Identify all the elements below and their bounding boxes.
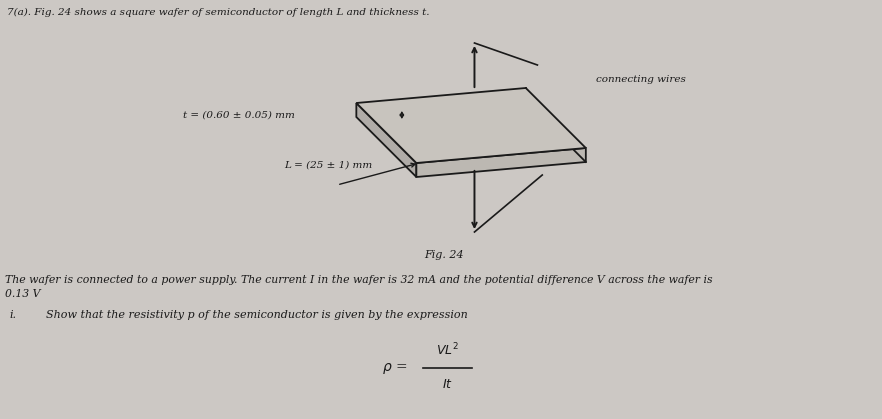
Text: $\rho$ =: $\rho$ =	[382, 360, 407, 375]
Text: $VL^2$: $VL^2$	[436, 341, 459, 358]
Text: L = (25 ± 1) mm: L = (25 ± 1) mm	[284, 160, 372, 170]
Text: Fig. 24: Fig. 24	[424, 250, 464, 260]
Text: 7(a). Fig. 24 shows a square wafer of semiconductor of length L and thickness t.: 7(a). Fig. 24 shows a square wafer of se…	[7, 8, 430, 17]
Text: t = (0.60 ± 0.05) mm: t = (0.60 ± 0.05) mm	[183, 111, 295, 119]
Polygon shape	[356, 88, 586, 163]
Text: 0.13 V: 0.13 V	[4, 289, 41, 299]
Text: connecting wires: connecting wires	[595, 75, 685, 85]
Polygon shape	[356, 103, 416, 177]
Text: The wafer is connected to a power supply. The current I in the wafer is 32 mA an: The wafer is connected to a power supply…	[4, 275, 713, 285]
Text: Show that the resistivity p of the semiconductor is given by the expression: Show that the resistivity p of the semic…	[47, 310, 468, 320]
Polygon shape	[416, 148, 586, 177]
Text: i.: i.	[10, 310, 17, 320]
Text: $It$: $It$	[442, 378, 452, 391]
